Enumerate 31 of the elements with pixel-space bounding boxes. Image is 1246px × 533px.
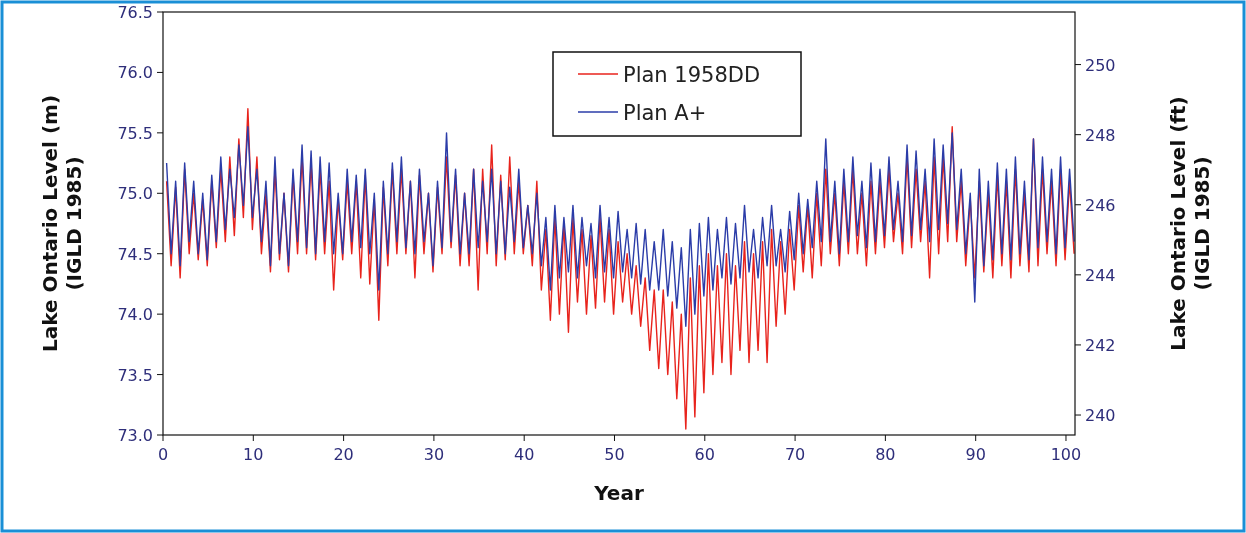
x-tick-label: 100 bbox=[1050, 445, 1082, 464]
y2-tick-label: 250 bbox=[1085, 55, 1116, 75]
y-tick-label: 76.0 bbox=[117, 63, 153, 83]
x-tick-label: 50 bbox=[604, 445, 625, 464]
y-tick-label: 75.5 bbox=[117, 123, 153, 143]
x-tick-label: 0 bbox=[157, 445, 169, 464]
y-tick-label: 73.0 bbox=[117, 426, 153, 445]
x-tick-label: 60 bbox=[694, 445, 715, 464]
legend-label: Plan A+ bbox=[623, 101, 707, 125]
y2-tick-label: 244 bbox=[1085, 265, 1116, 285]
y2-tick-label: 246 bbox=[1085, 195, 1116, 215]
x-tick-label: 40 bbox=[514, 445, 535, 464]
y-tick-label: 75.0 bbox=[117, 184, 153, 204]
x-tick-label: 80 bbox=[875, 445, 896, 464]
y-tick-label: 76.5 bbox=[117, 3, 153, 22]
y-tick-label: 74.5 bbox=[117, 244, 153, 264]
y2-axis-title: Lake Ontario Level (ft) (IGLD 1985) bbox=[1166, 96, 1214, 351]
y-tick-label: 73.5 bbox=[117, 365, 153, 385]
x-tick-label: 20 bbox=[333, 445, 354, 464]
y-axis-title: Lake Ontario Level (m) (IGLD 1985) bbox=[38, 94, 86, 353]
x-tick-label: 10 bbox=[243, 445, 264, 464]
y-tick-label: 74.0 bbox=[117, 305, 153, 325]
y2-tick-label: 240 bbox=[1085, 406, 1116, 426]
line-series bbox=[165, 126, 1075, 327]
y2-tick-label: 242 bbox=[1085, 335, 1116, 355]
x-tick-label: 30 bbox=[423, 445, 445, 464]
x-tick-label: 70 bbox=[784, 445, 806, 464]
legend-label: Plan 1958DD bbox=[623, 63, 761, 87]
y2-tick-label: 248 bbox=[1085, 125, 1116, 145]
x-tick-label: 90 bbox=[965, 445, 986, 464]
x-axis-title: Year bbox=[593, 481, 644, 505]
